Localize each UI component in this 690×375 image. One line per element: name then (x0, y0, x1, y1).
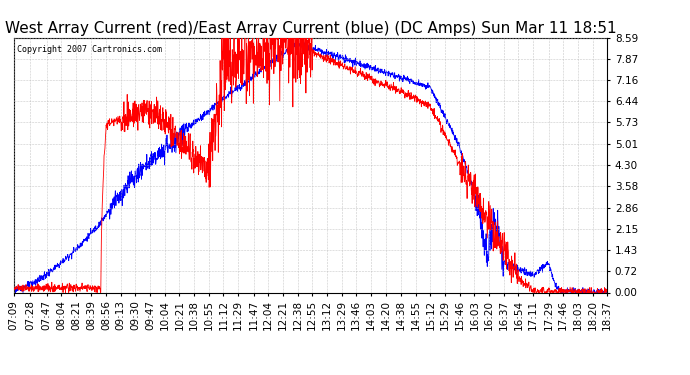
Title: West Array Current (red)/East Array Current (blue) (DC Amps) Sun Mar 11 18:51: West Array Current (red)/East Array Curr… (5, 21, 616, 36)
Text: Copyright 2007 Cartronics.com: Copyright 2007 Cartronics.com (17, 45, 161, 54)
